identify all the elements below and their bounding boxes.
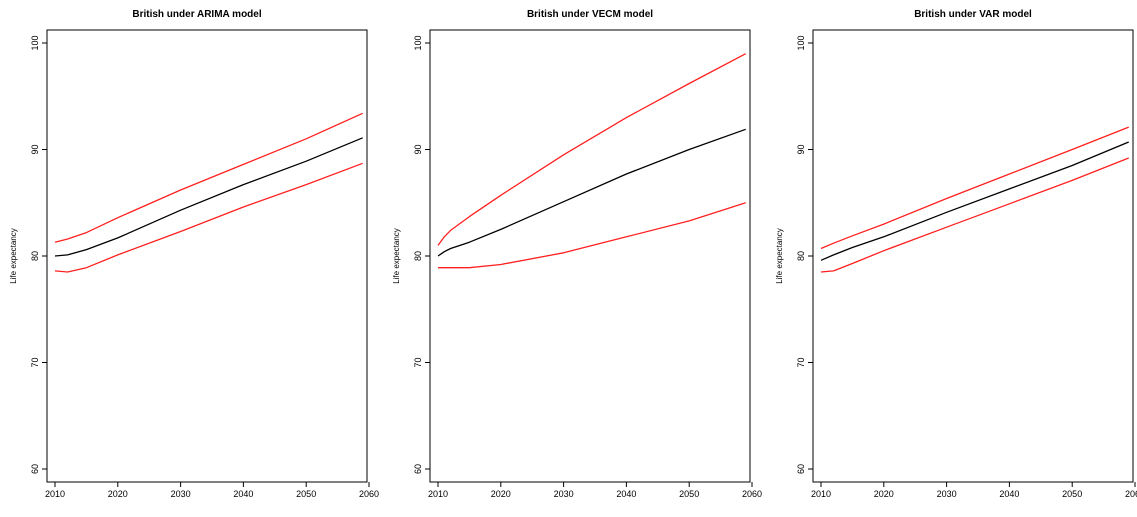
y-tick-label: 90 — [413, 144, 423, 154]
lower-bound-line-1 — [54, 162, 363, 273]
x-tick-label: 2040 — [233, 489, 253, 499]
y-axis-label-1: Life expectancy — [9, 228, 18, 284]
y-tick-label: 100 — [30, 35, 40, 50]
x-tick-label: 2010 — [45, 489, 65, 499]
y-tick-label: 90 — [30, 144, 40, 154]
x-tick-label: 2030 — [171, 489, 191, 499]
y-tick-label: 80 — [796, 251, 806, 261]
plot-frame-2 — [429, 29, 751, 483]
upper-bound-line-1 — [54, 112, 363, 243]
y-tick-label: 70 — [796, 357, 806, 367]
y-tick-label: 100 — [796, 35, 806, 50]
lower-bound-line-3 — [820, 157, 1129, 273]
x-tick-label: 2060 — [1125, 489, 1137, 499]
chart-title-2: British under VECM model — [527, 9, 653, 20]
y-tick-label: 80 — [30, 251, 40, 261]
y-tick-label: 80 — [413, 251, 423, 261]
forecast-line-2 — [437, 128, 746, 257]
x-tick-label: 2010 — [428, 489, 448, 499]
x-tick-label: 2010 — [811, 489, 831, 499]
x-tick-label: 2050 — [1062, 489, 1082, 499]
y-tick-label: 90 — [796, 144, 806, 154]
y-axis-label-3: Life expectancy — [775, 228, 784, 284]
x-tick-label: 2050 — [679, 489, 699, 499]
chart-title-1: British under ARIMA model — [132, 9, 261, 20]
upper-bound-line-3 — [820, 126, 1129, 250]
y-tick-label: 100 — [413, 35, 423, 50]
forecast-line-1 — [54, 137, 363, 257]
x-tick-label: 2020 — [874, 489, 894, 499]
x-tick-label: 2020 — [108, 489, 128, 499]
y-tick-label: 60 — [30, 464, 40, 474]
x-tick-label: 2060 — [742, 489, 762, 499]
x-tick-label: 2050 — [296, 489, 316, 499]
x-tick-label: 2040 — [616, 489, 636, 499]
y-tick-label: 60 — [796, 464, 806, 474]
y-tick-label: 60 — [413, 464, 423, 474]
x-tick-label: 2040 — [999, 489, 1019, 499]
plot-frame-1 — [46, 29, 368, 483]
x-tick-label: 2020 — [491, 489, 511, 499]
x-tick-label: 2060 — [359, 489, 379, 499]
x-tick-label: 2030 — [554, 489, 574, 499]
forecast-line-3 — [820, 141, 1129, 261]
y-tick-label: 70 — [30, 357, 40, 367]
upper-bound-line-2 — [437, 53, 747, 246]
y-tick-label: 70 — [413, 357, 423, 367]
y-axis-label-2: Life expectancy — [392, 228, 401, 284]
plot-frame-3 — [812, 29, 1134, 483]
chart-title-3: British under VAR model — [914, 9, 1032, 20]
x-tick-label: 2030 — [937, 489, 957, 499]
lower-bound-line-2 — [438, 202, 746, 269]
